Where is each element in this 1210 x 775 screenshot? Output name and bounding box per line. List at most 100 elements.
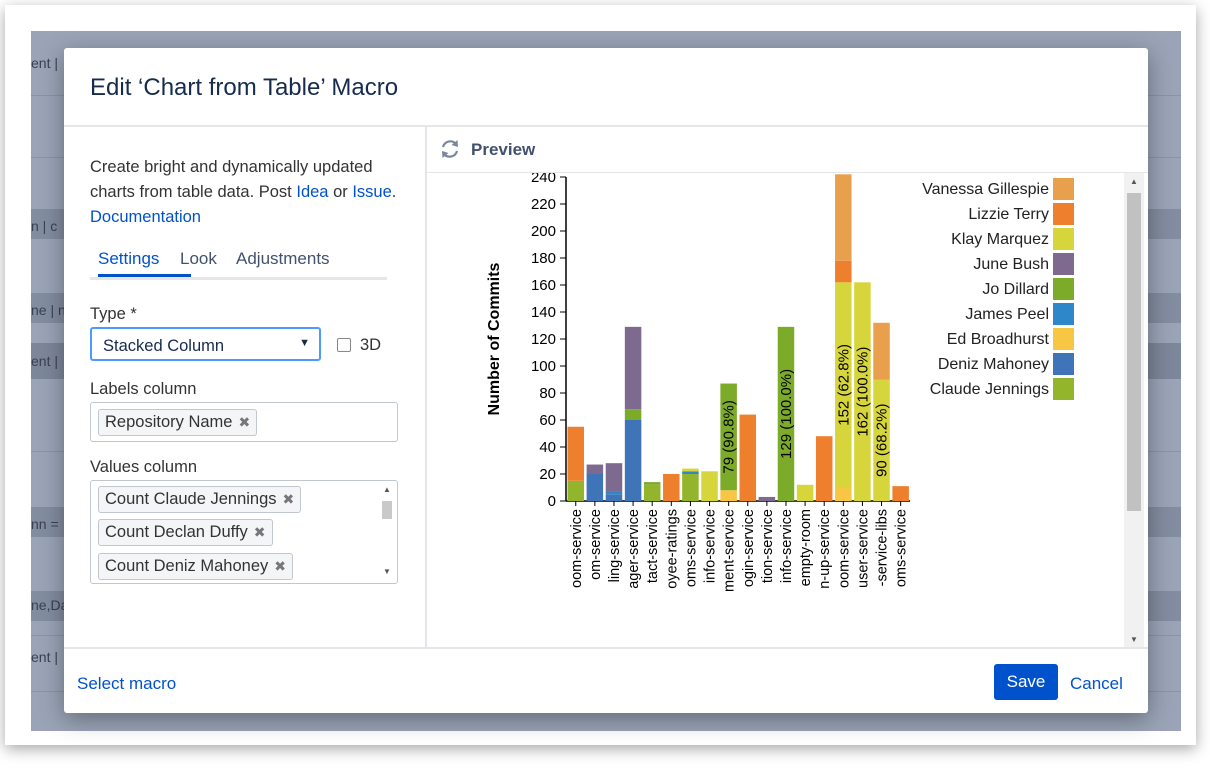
- issue-link[interactable]: Issue: [352, 183, 392, 201]
- data-label: 129 (100.0%): [778, 369, 795, 459]
- bar-segment: [720, 383, 737, 491]
- macro-dialog: Edit ‘Chart from Table’ Macro Create bri…: [64, 48, 1148, 713]
- legend-label: Ed Broadhurst: [947, 331, 1050, 348]
- bar-segment: [567, 480, 585, 501]
- bar-segment: [815, 436, 833, 501]
- refresh-icon[interactable]: [439, 138, 461, 160]
- bar-segment: [892, 486, 909, 501]
- bg-text: ent |: [31, 55, 58, 71]
- data-label: 162 (100.0%): [854, 347, 871, 437]
- remove-chip-icon[interactable]: ✖: [282, 491, 295, 507]
- data-label: 79 (90.8%): [721, 400, 738, 473]
- data-label: 152 (62.8%): [835, 344, 852, 426]
- select-macro-link[interactable]: Select macro: [77, 674, 177, 693]
- bar-segment: [758, 496, 776, 501]
- tab-settings[interactable]: Settings: [98, 249, 160, 268]
- scroll-up-icon[interactable]: ▲: [1130, 177, 1138, 186]
- values-scrollbar[interactable]: ▲ ▼: [379, 483, 395, 579]
- three-d-checkbox[interactable]: [337, 338, 351, 352]
- bar-segment: [835, 174, 852, 261]
- active-tab-indicator: [98, 274, 191, 277]
- scroll-thumb[interactable]: [382, 501, 392, 519]
- x-tick-label: ager-service: [626, 509, 642, 589]
- bar-segment: [796, 484, 814, 501]
- legend-label: Deniz Mahoney: [938, 356, 1049, 373]
- description-text: or: [328, 183, 353, 201]
- legend-swatch: [1053, 278, 1074, 300]
- bar-segment: [701, 471, 718, 501]
- bar-segment: [777, 326, 795, 501]
- x-tick-label: -service-libs: [875, 509, 891, 586]
- scroll-thumb[interactable]: [1127, 193, 1141, 511]
- y-tick-label: 160: [531, 277, 556, 294]
- chip-label: Repository Name: [105, 413, 233, 431]
- scroll-down-icon[interactable]: ▼: [1130, 635, 1138, 644]
- chevron-down-icon: ▼: [299, 337, 310, 349]
- bar-segment: [854, 282, 871, 501]
- bar-segment: [643, 484, 661, 501]
- bar-segment: [835, 282, 852, 488]
- preview-scrollbar[interactable]: ▲ ▼: [1124, 173, 1144, 647]
- remove-chip-icon[interactable]: ✖: [253, 524, 266, 540]
- y-tick-label: 20: [539, 466, 556, 483]
- settings-pane: Create bright and dynamically updated ch…: [64, 127, 425, 647]
- x-tick-label: ling-service: [607, 509, 623, 582]
- chip-label: Count Claude Jennings: [105, 490, 277, 508]
- bar-segment: [835, 260, 852, 283]
- legend-swatch: [1053, 378, 1074, 400]
- bg-text: n | c: [31, 218, 58, 234]
- legend-swatch: [1053, 178, 1074, 200]
- legend-label: Jo Dillard: [982, 281, 1049, 298]
- description-text: .: [391, 183, 397, 201]
- bg-text: ne,Da: [31, 597, 69, 613]
- save-button[interactable]: Save: [994, 664, 1058, 700]
- bar-segment: [720, 490, 737, 501]
- three-d-label: 3D: [360, 336, 382, 354]
- cancel-button[interactable]: Cancel: [1070, 674, 1123, 693]
- values-column-input[interactable]: Count Claude Jennings ✖ Count Declan Duff…: [90, 480, 398, 584]
- labels-column-label: Labels column: [90, 380, 197, 398]
- bar-segment: [605, 491, 623, 495]
- bg-text: ne | n: [31, 302, 66, 318]
- stacked-column-chart: 0 20 40 60 80 100 120 140 160 180 200 220 240 Number …: [486, 173, 1074, 592]
- remove-chip-icon[interactable]: ✖: [238, 414, 251, 430]
- tab-adjustments[interactable]: Adjustments: [236, 249, 330, 268]
- labels-column-input[interactable]: Repository Name ✖: [90, 402, 398, 442]
- screenshot-frame: ent | n | c ne | n ent | nn = ne,Da ent …: [5, 5, 1196, 745]
- x-tick-label: oms-service: [894, 509, 910, 587]
- chip-label: Count Deniz Mahoney: [105, 557, 269, 575]
- dialog-footer: Select macro Save Cancel: [64, 647, 1148, 713]
- legend-swatch: [1053, 253, 1074, 275]
- idea-link[interactable]: Idea: [296, 183, 329, 201]
- bar-segment: [643, 482, 661, 485]
- bg-text: ent |: [31, 353, 58, 369]
- x-tick-label: empty-room: [798, 509, 814, 586]
- scroll-down-icon[interactable]: ▼: [383, 567, 391, 576]
- tab-look[interactable]: Look: [180, 249, 217, 268]
- bar-segment: [586, 474, 604, 501]
- x-tick-label: info-service: [779, 509, 795, 583]
- chart-type-select[interactable]: Stacked Column ▼: [90, 327, 321, 361]
- scroll-up-icon[interactable]: ▲: [383, 485, 391, 494]
- bar-segment: [682, 468, 699, 472]
- x-tick-label: ogin-service: [741, 509, 757, 587]
- dialog-title: Edit ‘Chart from Table’ Macro: [90, 74, 399, 101]
- bar-segment: [605, 463, 623, 492]
- bar-segment: [567, 426, 585, 481]
- bar-segment: [624, 420, 642, 501]
- documentation-link[interactable]: Documentation: [90, 208, 201, 226]
- x-tick-label: n-up-service: [817, 509, 833, 589]
- legend-swatch: [1053, 353, 1074, 375]
- x-tick-label: om-service: [588, 509, 604, 580]
- x-tick-label: oom-service: [836, 509, 852, 588]
- bar-segment: [663, 474, 680, 501]
- y-tick-label: 120: [531, 331, 556, 348]
- type-label: Type *: [90, 305, 137, 323]
- preview-pane: Preview 0 20 40 60 80 100 120 140 160 180 200 220 24…: [427, 127, 1148, 647]
- legend-label: Vanessa Gillespie: [922, 181, 1049, 198]
- x-tick-label: user-service: [855, 509, 871, 588]
- legend-label: Klay Marquez: [951, 231, 1049, 248]
- bar-segment: [835, 487, 852, 501]
- legend-swatch: [1053, 228, 1074, 250]
- remove-chip-icon[interactable]: ✖: [274, 558, 286, 574]
